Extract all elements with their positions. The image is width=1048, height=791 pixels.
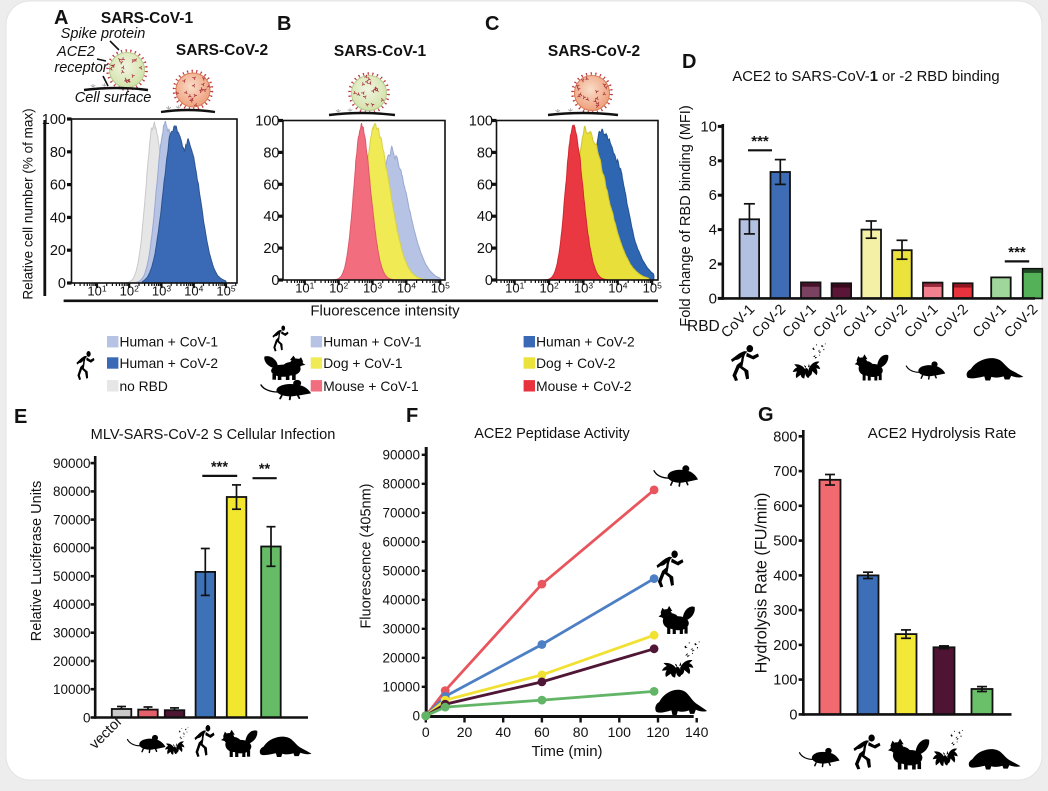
svg-text:0: 0 [709, 290, 717, 307]
svg-text:0: 0 [422, 724, 430, 740]
svg-text:2: 2 [709, 256, 717, 273]
svg-text:50000: 50000 [53, 569, 91, 584]
svg-text:Cell surface: Cell surface [75, 90, 152, 106]
svg-text:120: 120 [646, 724, 670, 740]
svg-text:0: 0 [485, 273, 493, 289]
svg-text:***: *** [751, 133, 769, 150]
svg-text:***: *** [211, 460, 228, 476]
svg-text:40000: 40000 [382, 593, 420, 608]
svg-text:20: 20 [50, 243, 66, 259]
svg-text:10000: 10000 [53, 682, 91, 697]
svg-text:Hydrolysis Rate (FU/min): Hydrolysis Rate (FU/min) [753, 493, 771, 674]
svg-text:E: E [14, 406, 27, 428]
svg-text:Fluorescence intensity: Fluorescence intensity [310, 303, 460, 320]
svg-text:40: 40 [477, 209, 493, 225]
svg-text:60: 60 [50, 178, 66, 194]
svg-text:D: D [682, 51, 696, 73]
svg-text:50000: 50000 [382, 564, 420, 579]
svg-text:Relative Luciferase Units: Relative Luciferase Units [29, 481, 45, 641]
svg-text:200: 200 [773, 638, 797, 654]
svg-text:0: 0 [271, 273, 279, 289]
svg-text:80: 80 [50, 145, 66, 161]
svg-text:60: 60 [263, 177, 279, 193]
svg-text:**: ** [259, 462, 271, 478]
svg-text:Mouse + CoV-2: Mouse + CoV-2 [536, 379, 631, 394]
svg-text:800: 800 [773, 429, 797, 445]
svg-text:30000: 30000 [53, 626, 91, 641]
svg-text:SARS-CoV-1: SARS-CoV-1 [334, 43, 427, 60]
svg-text:20000: 20000 [53, 654, 91, 669]
svg-text:4: 4 [709, 222, 717, 239]
svg-text:60: 60 [477, 177, 493, 193]
svg-text:Mouse + CoV-1: Mouse + CoV-1 [323, 379, 418, 394]
svg-text:80000: 80000 [53, 484, 91, 499]
svg-text:B: B [277, 13, 291, 35]
svg-text:40: 40 [495, 724, 511, 740]
svg-text:600: 600 [773, 499, 797, 515]
svg-text:80: 80 [263, 145, 279, 161]
svg-text:0: 0 [789, 707, 797, 723]
svg-text:80: 80 [477, 145, 493, 161]
svg-text:ACE2 to SARS-CoV-1 or -2 RBD b: ACE2 to SARS-CoV-1 or -2 RBD binding [732, 69, 999, 85]
svg-text:40: 40 [263, 209, 279, 225]
svg-text:0: 0 [412, 709, 420, 724]
svg-text:receptor: receptor [54, 60, 108, 76]
svg-text:Fold change of RBD binding (MF: Fold change of RBD binding (MFI) [678, 105, 694, 326]
svg-text:90000: 90000 [53, 456, 91, 471]
svg-text:300: 300 [773, 603, 797, 619]
svg-text:100: 100 [608, 724, 632, 740]
svg-text:Relative cell number (% of max: Relative cell number (% of max) [20, 108, 35, 299]
svg-text:80000: 80000 [382, 477, 420, 492]
svg-text:20: 20 [477, 241, 493, 257]
svg-text:Human + CoV-1: Human + CoV-1 [120, 335, 219, 350]
svg-text:SARS-CoV-2: SARS-CoV-2 [548, 43, 640, 60]
svg-text:70000: 70000 [53, 512, 91, 527]
svg-text:Fluorescence (405nm): Fluorescence (405nm) [358, 483, 374, 628]
svg-text:6: 6 [709, 187, 717, 204]
svg-text:100: 100 [255, 114, 279, 130]
svg-text:140: 140 [685, 724, 709, 740]
svg-text:10000: 10000 [382, 680, 420, 695]
svg-text:8: 8 [709, 153, 717, 170]
svg-text:70000: 70000 [382, 506, 420, 521]
svg-text:no RBD: no RBD [120, 379, 168, 394]
svg-text:MLV-SARS-CoV-2 S Cellular Infe: MLV-SARS-CoV-2 S Cellular Infection [91, 427, 336, 443]
svg-text:Spike protein: Spike protein [61, 26, 146, 42]
svg-text:ACE2 Hydrolysis Rate: ACE2 Hydrolysis Rate [868, 425, 1016, 442]
svg-text:400: 400 [773, 568, 797, 584]
svg-text:F: F [406, 405, 418, 427]
svg-text:RBD: RBD [687, 318, 720, 335]
svg-text:0: 0 [83, 710, 91, 725]
svg-text:100: 100 [469, 114, 493, 130]
svg-text:0: 0 [58, 276, 66, 292]
svg-text:500: 500 [773, 534, 797, 550]
svg-text:60: 60 [534, 724, 550, 740]
svg-text:ACE2 Peptidase Activity: ACE2 Peptidase Activity [474, 426, 630, 442]
svg-text:Human + CoV-1: Human + CoV-1 [323, 335, 422, 350]
svg-text:20: 20 [263, 241, 279, 257]
svg-text:C: C [485, 13, 499, 35]
svg-text:90000: 90000 [382, 448, 420, 463]
svg-text:40: 40 [50, 210, 66, 226]
svg-text:***: *** [1008, 244, 1026, 261]
svg-text:30000: 30000 [382, 622, 420, 637]
svg-text:80: 80 [573, 724, 589, 740]
svg-text:10: 10 [700, 118, 717, 135]
svg-text:ACE2: ACE2 [56, 44, 95, 60]
svg-text:G: G [758, 404, 774, 426]
svg-text:Dog + CoV-2: Dog + CoV-2 [536, 356, 615, 371]
svg-text:SARS-CoV-1: SARS-CoV-1 [101, 10, 194, 27]
svg-text:Dog + CoV-1: Dog + CoV-1 [323, 356, 402, 371]
svg-text:SARS-CoV-2: SARS-CoV-2 [176, 42, 268, 59]
svg-text:Human + CoV-2: Human + CoV-2 [536, 335, 635, 350]
svg-text:40000: 40000 [53, 597, 91, 612]
svg-text:100: 100 [773, 673, 797, 689]
svg-text:700: 700 [773, 464, 797, 480]
svg-text:Time (min): Time (min) [531, 743, 602, 760]
svg-text:Human + CoV-2: Human + CoV-2 [120, 356, 219, 371]
svg-text:20: 20 [457, 724, 473, 740]
svg-text:20000: 20000 [382, 651, 420, 666]
svg-text:60000: 60000 [53, 541, 91, 556]
svg-text:60000: 60000 [382, 535, 420, 550]
